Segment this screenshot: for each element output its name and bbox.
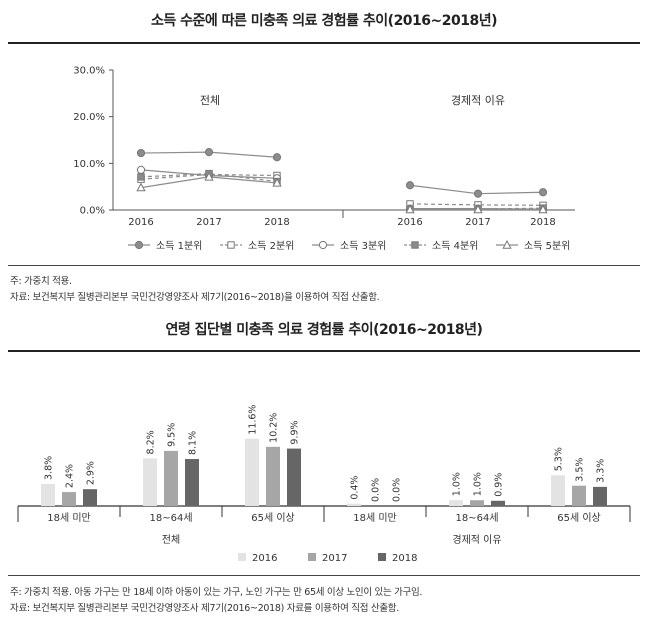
category-label: 18세 미만 bbox=[353, 512, 397, 524]
category-label: 18~64세 bbox=[455, 512, 498, 524]
bar-2016 bbox=[41, 483, 55, 506]
chart1-note: 주: 가중치 적용. bbox=[10, 276, 72, 287]
x-tick-label: 2016 bbox=[397, 217, 422, 228]
series-line-4 bbox=[140, 172, 278, 183]
chart1-bottom-rule bbox=[8, 265, 640, 266]
x-tick-label: 2017 bbox=[465, 217, 490, 228]
x-tick-label: 2018 bbox=[264, 217, 289, 228]
data-point bbox=[137, 173, 145, 181]
bar-2018 bbox=[287, 448, 301, 506]
chart1-title: 소득 수준에 따른 미충족 의료 경험률 추이(2016~2018년) bbox=[150, 13, 498, 29]
data-label: 0.9% bbox=[494, 473, 505, 497]
legend-swatch bbox=[308, 553, 316, 561]
bar-2017 bbox=[164, 450, 178, 506]
data-label: 3.5% bbox=[575, 458, 586, 482]
category-label: 65세 이상 bbox=[251, 512, 295, 524]
bar-2017 bbox=[470, 500, 484, 506]
bar-2018 bbox=[83, 489, 97, 506]
data-point bbox=[136, 165, 146, 174]
legend-marker bbox=[134, 240, 144, 250]
panel-title-economic: 경제적 이유 bbox=[451, 94, 505, 107]
group-label-economic: 경제적 이유 bbox=[452, 533, 501, 546]
data-label: 11.6% bbox=[248, 405, 259, 435]
data-label: 8.1% bbox=[188, 431, 199, 455]
y-tick-label: 0.0% bbox=[80, 206, 105, 217]
bar-2016 bbox=[143, 458, 157, 506]
legend-marker bbox=[227, 241, 235, 249]
chart2-title: 연령 집단별 미충족 의료 경험률 추이(2016~2018년) bbox=[165, 322, 483, 338]
age-bar-chart: 18세 미만 3.8% 2.4% 2.9% 18~64세 8.2% 9.5% 8.1% 65세 … bbox=[17, 405, 631, 564]
bar-2016 bbox=[347, 503, 361, 506]
chart2-source: 자료: 보건복지부 질병관리본부 국민건강영양조사 제7기(2016~2018)… bbox=[10, 603, 399, 614]
data-point bbox=[136, 148, 146, 158]
legend-swatch bbox=[378, 553, 386, 561]
data-label: 10.2% bbox=[269, 413, 280, 443]
data-point bbox=[272, 153, 282, 162]
data-point bbox=[204, 171, 214, 181]
panel-title-total: 전체 bbox=[200, 94, 220, 107]
legend-label: 소득 1분위 bbox=[156, 239, 202, 252]
data-label: 8.2% bbox=[146, 430, 157, 454]
data-point bbox=[473, 189, 483, 198]
legend-marker bbox=[502, 239, 512, 249]
data-label: 9.5% bbox=[167, 423, 178, 447]
data-point bbox=[538, 204, 548, 214]
bar-2016 bbox=[449, 500, 463, 506]
legend-label: 소득 4분위 bbox=[432, 239, 478, 252]
data-point bbox=[272, 177, 282, 187]
group-label-total: 전체 bbox=[162, 534, 180, 546]
x-tick-label: 2016 bbox=[128, 217, 153, 228]
legend-marker bbox=[411, 241, 419, 249]
category-label: 65세 이상 bbox=[557, 512, 601, 524]
data-label: 2.9% bbox=[86, 461, 97, 485]
data-point bbox=[136, 182, 146, 192]
category-label: 18세 미만 bbox=[47, 512, 91, 524]
y-tick-label: 10.0% bbox=[73, 159, 105, 170]
chart1-top-rule bbox=[8, 42, 640, 44]
series-line-2 bbox=[409, 203, 544, 206]
legend-label: 소득 3분위 bbox=[340, 239, 386, 252]
data-point bbox=[405, 181, 415, 190]
data-label: 1.0% bbox=[452, 472, 463, 496]
data-label: 0.4% bbox=[350, 476, 361, 500]
x-tick-label: 2017 bbox=[196, 217, 221, 228]
bar-2017 bbox=[266, 446, 280, 506]
bar-2017 bbox=[572, 485, 586, 506]
data-label: 0.0% bbox=[371, 478, 382, 502]
legend-label: 2018 bbox=[392, 553, 417, 564]
bar-2016 bbox=[551, 475, 565, 506]
income-line-chart: 0.0% 10.0% 20.0% 30.0% 전체 경제적 이유 2016 2017 2018 2… bbox=[73, 66, 575, 252]
bar-2018 bbox=[491, 500, 505, 506]
legend-label: 2016 bbox=[252, 553, 277, 564]
series-line-2 bbox=[140, 173, 278, 180]
bar-2017 bbox=[62, 492, 76, 506]
data-label: 3.3% bbox=[596, 459, 607, 483]
data-point bbox=[405, 204, 415, 214]
y-tick-label: 20.0% bbox=[73, 112, 105, 123]
legend-swatch bbox=[238, 553, 246, 561]
legend-marker bbox=[318, 240, 328, 250]
data-label: 1.0% bbox=[473, 472, 484, 496]
x-tick-label: 2018 bbox=[530, 217, 555, 228]
chart2-note: 주: 가중치 적용. 아동 가구는 만 18세 이하 아동이 있는 가구, 노인… bbox=[10, 587, 423, 598]
data-label: 3.8% bbox=[44, 456, 55, 480]
data-point bbox=[473, 204, 483, 214]
bar-2018 bbox=[593, 486, 607, 506]
bar-2018 bbox=[185, 459, 199, 506]
data-label: 9.9% bbox=[290, 420, 301, 444]
data-label: 2.4% bbox=[65, 464, 76, 488]
chart2-top-rule bbox=[8, 350, 640, 352]
bar-2016 bbox=[245, 438, 259, 506]
data-point bbox=[204, 148, 214, 157]
legend-label: 2017 bbox=[322, 553, 347, 564]
chart1-source: 자료: 보건복지부 질병관리본부 국민건강영양조사 제7기(2016~2018)… bbox=[10, 292, 380, 303]
y-tick-label: 30.0% bbox=[73, 66, 105, 77]
data-point bbox=[538, 188, 548, 197]
legend-label: 소득 5분위 bbox=[524, 239, 570, 252]
data-label: 0.0% bbox=[392, 478, 403, 502]
chart2-bottom-rule bbox=[8, 575, 640, 576]
legend-label: 소득 2분위 bbox=[248, 239, 294, 252]
data-label: 5.3% bbox=[554, 447, 565, 471]
category-label: 18~64세 bbox=[149, 512, 192, 524]
